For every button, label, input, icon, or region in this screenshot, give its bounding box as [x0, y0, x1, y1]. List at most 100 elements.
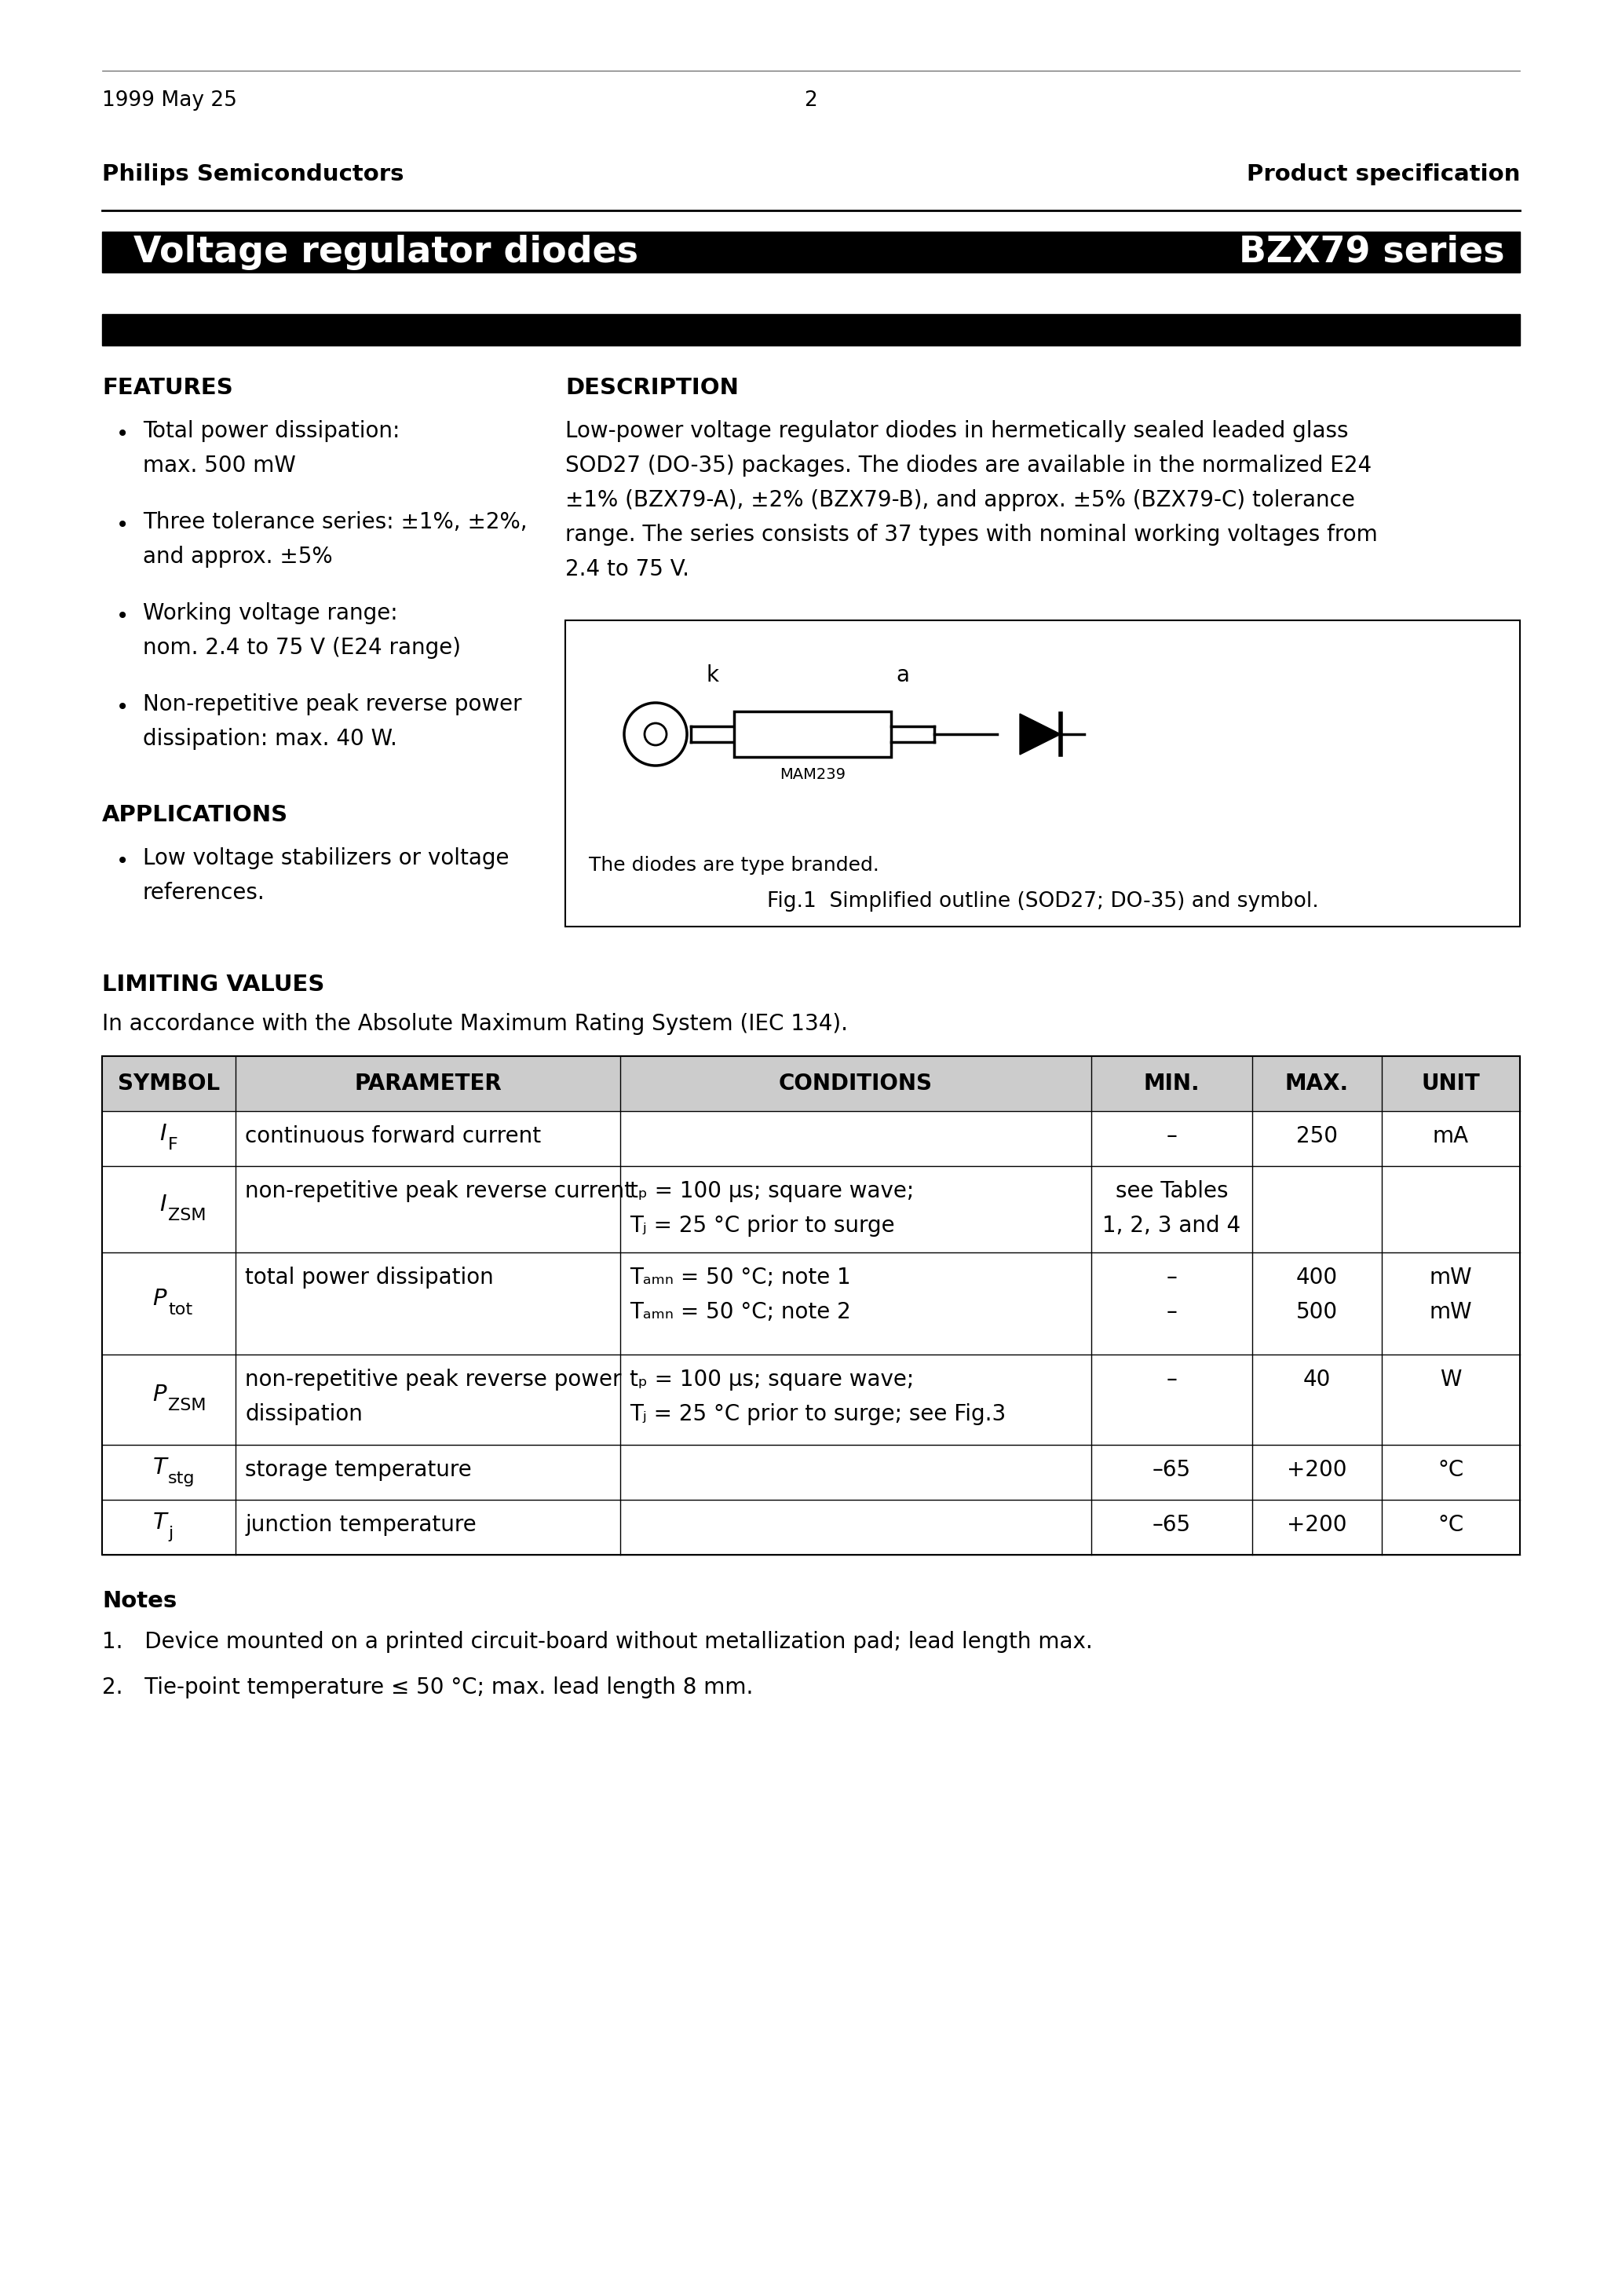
- Text: non-repetitive peak reverse power: non-repetitive peak reverse power: [245, 1368, 621, 1391]
- Text: –: –: [1166, 1302, 1178, 1322]
- Text: •: •: [117, 696, 130, 719]
- Text: LIMITING VALUES: LIMITING VALUES: [102, 974, 324, 996]
- Text: °C: °C: [1437, 1458, 1465, 1481]
- Text: mW: mW: [1429, 1267, 1473, 1288]
- Text: Tⱼ = 25 °C prior to surge; see Fig.3: Tⱼ = 25 °C prior to surge; see Fig.3: [629, 1403, 1006, 1426]
- Text: P: P: [152, 1384, 167, 1405]
- Text: Low voltage stabilizers or voltage: Low voltage stabilizers or voltage: [143, 847, 509, 870]
- Text: a: a: [897, 664, 910, 687]
- Text: 2.4 to 75 V.: 2.4 to 75 V.: [564, 558, 689, 581]
- Text: DESCRIPTION: DESCRIPTION: [564, 377, 738, 400]
- Text: •: •: [117, 606, 130, 627]
- Text: •: •: [117, 422, 130, 445]
- Text: Tₐₘₙ = 50 °C; note 2: Tₐₘₙ = 50 °C; note 2: [629, 1302, 852, 1322]
- Text: W: W: [1440, 1368, 1461, 1391]
- Text: see Tables: see Tables: [1116, 1180, 1228, 1203]
- Text: PARAMETER: PARAMETER: [354, 1072, 501, 1095]
- Bar: [102, 1499, 1520, 1554]
- Text: range. The series consists of 37 types with nominal working voltages from: range. The series consists of 37 types w…: [564, 523, 1377, 546]
- Text: F: F: [169, 1137, 178, 1153]
- Bar: [102, 1251, 1520, 1355]
- Text: j: j: [169, 1527, 174, 1541]
- Text: FEATURES: FEATURES: [102, 377, 234, 400]
- Text: total power dissipation: total power dissipation: [245, 1267, 493, 1288]
- Text: Fig.1  Simplified outline (SOD27; DO-35) and symbol.: Fig.1 Simplified outline (SOD27; DO-35) …: [767, 891, 1319, 912]
- Text: +200: +200: [1286, 1513, 1346, 1536]
- Text: tₚ = 100 μs; square wave;: tₚ = 100 μs; square wave;: [629, 1180, 915, 1203]
- Text: °C: °C: [1437, 1513, 1465, 1536]
- Text: ±1% (BZX79-A), ±2% (BZX79-B), and approx. ±5% (BZX79-C) tolerance: ±1% (BZX79-A), ±2% (BZX79-B), and approx…: [564, 489, 1354, 512]
- Text: 2: 2: [805, 90, 817, 110]
- Text: SYMBOL: SYMBOL: [118, 1072, 221, 1095]
- Text: T: T: [152, 1456, 167, 1479]
- Text: references.: references.: [143, 882, 264, 905]
- Bar: [102, 1444, 1520, 1499]
- Text: Tₐₘₙ = 50 °C; note 1: Tₐₘₙ = 50 °C; note 1: [629, 1267, 852, 1288]
- Text: Product specification: Product specification: [1246, 163, 1520, 186]
- Text: The diodes are type branded.: The diodes are type branded.: [589, 856, 879, 875]
- Text: nom. 2.4 to 75 V (E24 range): nom. 2.4 to 75 V (E24 range): [143, 636, 461, 659]
- Text: 1, 2, 3 and 4: 1, 2, 3 and 4: [1103, 1215, 1241, 1238]
- Text: Philips Semiconductors: Philips Semiconductors: [102, 163, 404, 186]
- Bar: [102, 1056, 1520, 1111]
- Text: continuous forward current: continuous forward current: [245, 1125, 542, 1148]
- Text: UNIT: UNIT: [1421, 1072, 1481, 1095]
- Text: ZSM: ZSM: [169, 1208, 206, 1224]
- Text: –: –: [1166, 1125, 1178, 1148]
- Text: Three tolerance series: ±1%, ±2%,: Three tolerance series: ±1%, ±2%,: [143, 512, 527, 533]
- Bar: [102, 1111, 1520, 1166]
- Text: storage temperature: storage temperature: [245, 1458, 472, 1481]
- Polygon shape: [1020, 714, 1061, 755]
- Text: Working voltage range:: Working voltage range:: [143, 602, 397, 625]
- Bar: [735, 712, 890, 758]
- Text: 1999 May 25: 1999 May 25: [102, 90, 237, 110]
- Text: Low-power voltage regulator diodes in hermetically sealed leaded glass: Low-power voltage regulator diodes in he…: [564, 420, 1348, 443]
- Text: junction temperature: junction temperature: [245, 1513, 477, 1536]
- Bar: [102, 1056, 1520, 1554]
- Bar: [564, 620, 1520, 928]
- Text: P: P: [152, 1288, 167, 1309]
- Text: –: –: [1166, 1368, 1178, 1391]
- Text: BZX79 series: BZX79 series: [1239, 234, 1504, 269]
- Text: •: •: [117, 850, 130, 872]
- Text: ZSM: ZSM: [169, 1398, 206, 1414]
- Text: SOD27 (DO-35) packages. The diodes are available in the normalized E24: SOD27 (DO-35) packages. The diodes are a…: [564, 455, 1372, 478]
- Text: max. 500 mW: max. 500 mW: [143, 455, 295, 478]
- Text: mW: mW: [1429, 1302, 1473, 1322]
- Text: 250: 250: [1296, 1125, 1338, 1148]
- Text: 1. Device mounted on a printed circuit-board without metallization pad; lead len: 1. Device mounted on a printed circuit-b…: [102, 1630, 1093, 1653]
- Text: non-repetitive peak reverse current: non-repetitive peak reverse current: [245, 1180, 633, 1203]
- Text: dissipation: dissipation: [245, 1403, 363, 1426]
- Text: MAM239: MAM239: [780, 767, 845, 783]
- Text: I: I: [159, 1123, 167, 1146]
- Text: tot: tot: [169, 1302, 193, 1318]
- Text: Notes: Notes: [102, 1591, 177, 1612]
- Text: 40: 40: [1302, 1368, 1332, 1391]
- Text: +200: +200: [1286, 1458, 1346, 1481]
- Text: stg: stg: [169, 1472, 195, 1486]
- Text: Total power dissipation:: Total power dissipation:: [143, 420, 401, 443]
- Text: Tⱼ = 25 °C prior to surge: Tⱼ = 25 °C prior to surge: [629, 1215, 895, 1238]
- Text: dissipation: max. 40 W.: dissipation: max. 40 W.: [143, 728, 397, 751]
- Text: MIN.: MIN.: [1144, 1072, 1200, 1095]
- Text: MAX.: MAX.: [1285, 1072, 1350, 1095]
- Text: –65: –65: [1153, 1458, 1191, 1481]
- Text: Non-repetitive peak reverse power: Non-repetitive peak reverse power: [143, 693, 522, 716]
- Bar: [102, 1166, 1520, 1251]
- Text: 2. Tie-point temperature ≤ 50 °C; max. lead length 8 mm.: 2. Tie-point temperature ≤ 50 °C; max. l…: [102, 1676, 753, 1699]
- Text: T: T: [152, 1511, 167, 1534]
- Text: CONDITIONS: CONDITIONS: [779, 1072, 933, 1095]
- Bar: [102, 315, 1520, 344]
- Text: I: I: [159, 1194, 167, 1215]
- Text: Voltage regulator diodes: Voltage regulator diodes: [133, 234, 639, 269]
- Text: mA: mA: [1432, 1125, 1470, 1148]
- Text: tₚ = 100 μs; square wave;: tₚ = 100 μs; square wave;: [629, 1368, 915, 1391]
- Bar: [102, 232, 1520, 273]
- Text: 400: 400: [1296, 1267, 1338, 1288]
- Text: and approx. ±5%: and approx. ±5%: [143, 546, 333, 567]
- Text: –: –: [1166, 1267, 1178, 1288]
- Text: APPLICATIONS: APPLICATIONS: [102, 804, 289, 827]
- Text: –65: –65: [1153, 1513, 1191, 1536]
- Text: 500: 500: [1296, 1302, 1338, 1322]
- Text: •: •: [117, 514, 130, 537]
